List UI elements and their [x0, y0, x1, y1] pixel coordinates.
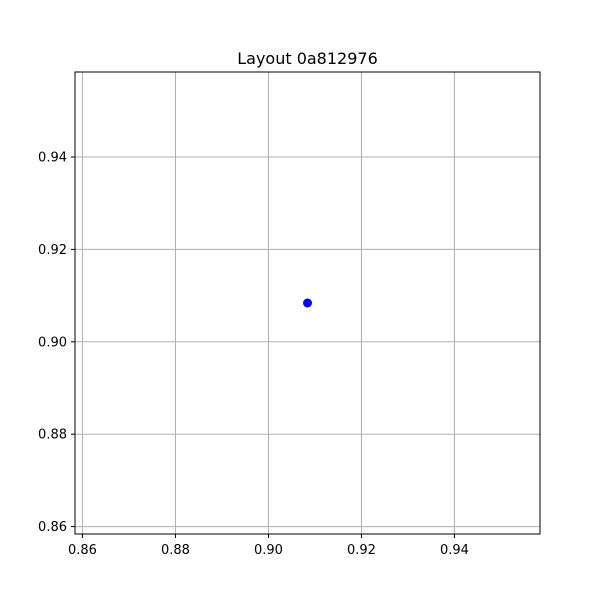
y-tick-label: 0.94 — [38, 151, 67, 166]
y-tick-label: 0.88 — [38, 428, 67, 443]
y-tick-label: 0.90 — [38, 335, 67, 350]
grid-lines — [75, 72, 540, 534]
y-tick-label: 0.92 — [38, 243, 67, 258]
axis-ticks: 0.86 0.88 0.90 0.92 0.94 0.86 0.88 0.90 0.92 0.94 — [38, 151, 469, 558]
plot-area-frame — [74, 71, 541, 535]
y-tick-label: 0.86 — [38, 520, 67, 535]
x-tick-label: 0.94 — [440, 543, 469, 558]
x-tick-label: 0.90 — [254, 543, 283, 558]
x-tick-label: 0.92 — [347, 543, 376, 558]
x-tick-label: 0.86 — [68, 543, 97, 558]
chart-title: Layout 0a812976 — [237, 49, 378, 68]
x-tick-label: 0.88 — [161, 543, 190, 558]
data-point — [303, 298, 312, 308]
data-points — [303, 298, 312, 308]
